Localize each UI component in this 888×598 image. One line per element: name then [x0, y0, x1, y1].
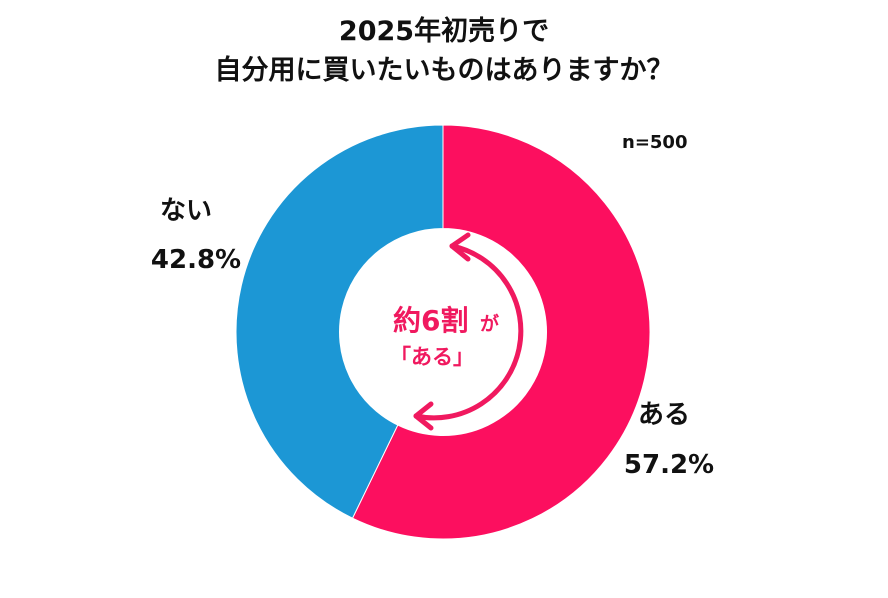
slice-group: [235, 124, 651, 540]
slice-value-aru: 57.2%: [624, 450, 714, 480]
slice-label-nai: ない: [160, 196, 212, 226]
chart-title-line-2: 自分用に買いたいものはありますか？: [214, 55, 674, 86]
sample-size-label: n=500: [622, 132, 688, 153]
center-annotation-main: 約6割: [393, 304, 468, 337]
slice-label-aru: ある: [638, 400, 690, 430]
center-annotation-particle: が: [480, 312, 499, 335]
center-annotation-sub: 「ある」: [390, 345, 474, 369]
chart-title-line-1: 2025年初売りで: [338, 16, 550, 47]
slice-nai: [235, 124, 444, 519]
cycle-arrows-icon: [413, 232, 524, 431]
slice-value-nai: 42.8%: [151, 245, 241, 275]
slice-aru: [351, 124, 651, 540]
